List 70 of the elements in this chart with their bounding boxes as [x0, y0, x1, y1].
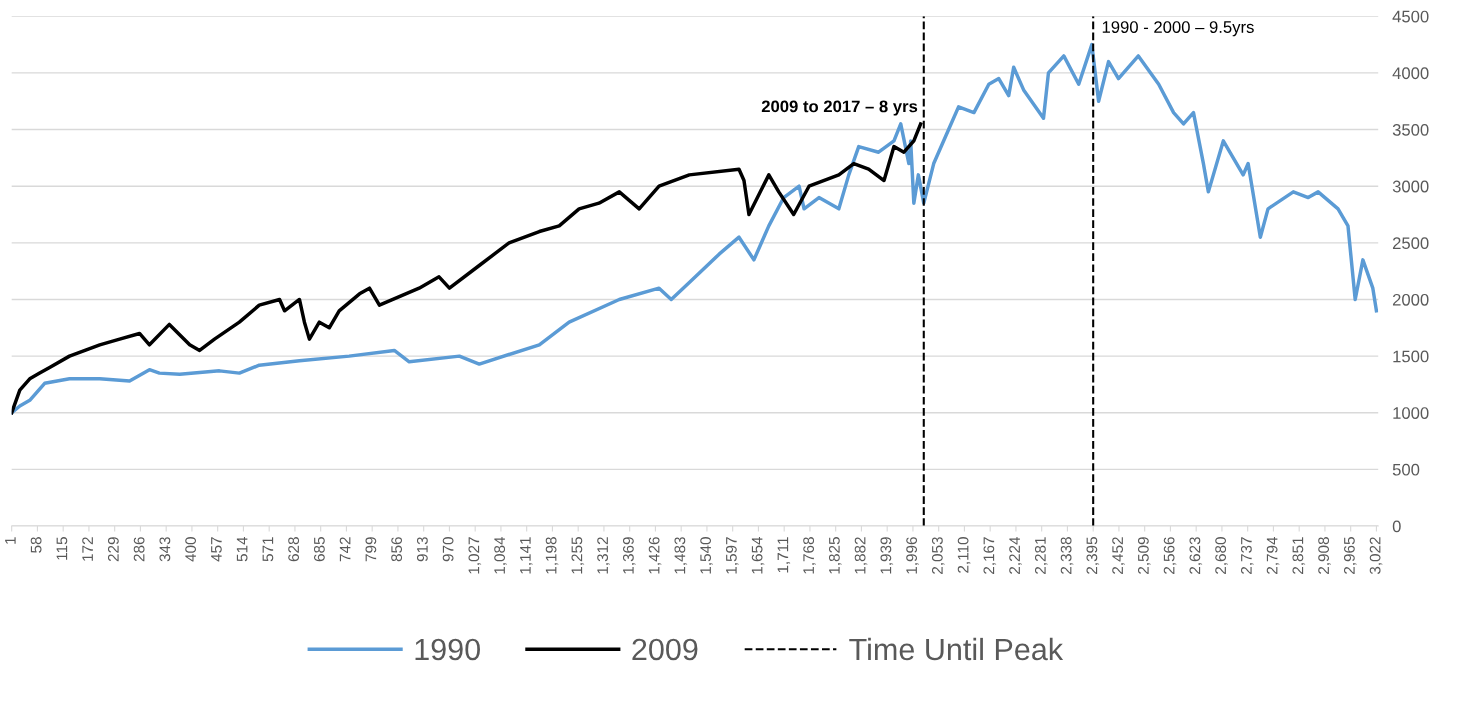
x-tick-label: 229 — [107, 537, 119, 562]
x-tick-label: 685 — [313, 537, 325, 562]
x-tick-label: 2,737 — [1240, 537, 1254, 574]
y-tick-label: 1500 — [1393, 350, 1429, 363]
x-tick-label: 2,908 — [1318, 537, 1331, 574]
x-tick-label: 1,825 — [828, 537, 842, 574]
legend-label: 2009 — [632, 638, 698, 661]
x-tick-label: 2,395 — [1086, 537, 1100, 574]
x-tick-label: 514 — [236, 536, 248, 562]
x-tick-label: 1,711 — [777, 537, 791, 573]
x-tick-label: 1,141 — [520, 537, 533, 574]
x-tick-label: 1,996 — [906, 537, 919, 574]
y-tick-label: 4000 — [1392, 67, 1429, 80]
x-tick-label: 2,281 — [1034, 537, 1048, 574]
x-tick-label: 2,452 — [1112, 537, 1125, 574]
y-tick-label: 2000 — [1392, 293, 1429, 306]
x-tick-label: 2,851 — [1292, 537, 1306, 574]
x-tick-label: 571 — [262, 537, 274, 562]
x-tick-label: 1,483 — [674, 537, 688, 574]
x-tick-label: 343 — [159, 537, 171, 562]
annotation: 2009 to 2017 – 8 yrs — [761, 100, 918, 116]
x-tick-label: 286 — [133, 537, 145, 562]
x-tick-label: 1,882 — [854, 537, 868, 574]
x-tick-label: 1,768 — [803, 537, 816, 574]
x-tick-label: 115 — [56, 537, 68, 560]
y-tick-label: 500 — [1392, 463, 1420, 476]
x-tick-label: 2,167 — [983, 537, 997, 574]
x-tick-label: 2,680 — [1215, 537, 1228, 574]
x-tick-label: 799 — [365, 537, 377, 562]
annotation: 1990 - 2000 – 9.5yrs — [1102, 21, 1254, 37]
x-tick-label: 970 — [442, 537, 454, 562]
x-tick-label: 1,426 — [648, 537, 662, 574]
x-tick-label: 2,965 — [1343, 537, 1357, 574]
y-tick-label: 0 — [1392, 520, 1401, 533]
x-tick-label: 913 — [416, 537, 428, 562]
x-tick-label: 1,312 — [597, 537, 610, 574]
x-tick-label: 1,654 — [751, 536, 765, 574]
x-tick-label: 1,084 — [494, 536, 507, 574]
x-tick-label: 1,027 — [468, 537, 482, 574]
x-tick-label: 856 — [391, 537, 403, 562]
y-tick-label: 4500 — [1392, 10, 1429, 23]
x-tick-label: 1,255 — [571, 537, 585, 574]
x-tick-label: 400 — [185, 537, 197, 562]
x-tick-label: 1,198 — [545, 537, 559, 574]
x-tick-label: 172 — [82, 537, 93, 561]
x-tick-label: 1,540 — [700, 537, 713, 574]
x-tick-label: 628 — [288, 537, 300, 562]
x-tick-label: 2,566 — [1163, 537, 1177, 574]
legend-label: 1990 — [415, 638, 480, 661]
y-tick-label: 1000 — [1393, 407, 1429, 419]
y-tick-label: 3000 — [1392, 180, 1429, 193]
x-tick-label: 2,338 — [1060, 537, 1074, 574]
x-tick-label: 1 — [5, 537, 16, 544]
x-tick-label: 2,623 — [1189, 537, 1203, 574]
x-tick-label: 1,939 — [880, 537, 894, 574]
x-tick-label: 742 — [339, 537, 351, 562]
line-series — [11, 42, 1379, 415]
x-tick-label: 457 — [211, 537, 222, 562]
y-tick-label: 3500 — [1392, 123, 1429, 136]
x-tick-label: 3,022 — [1369, 537, 1383, 575]
x-tick-label: 1,369 — [622, 537, 636, 574]
x-tick-label: 2,509 — [1137, 537, 1151, 574]
legend-label: Time Until Peak — [849, 637, 1064, 661]
x-tick-label: 1,597 — [725, 537, 739, 574]
x-tick-label: 2,794 — [1266, 536, 1280, 574]
x-tick-label: 2,110 — [957, 537, 971, 573]
x-tick-label: 2,224 — [1009, 536, 1022, 574]
x-tick-label: 58 — [30, 537, 42, 553]
y-tick-label: 2500 — [1392, 237, 1429, 250]
x-tick-label: 2,053 — [931, 537, 945, 574]
